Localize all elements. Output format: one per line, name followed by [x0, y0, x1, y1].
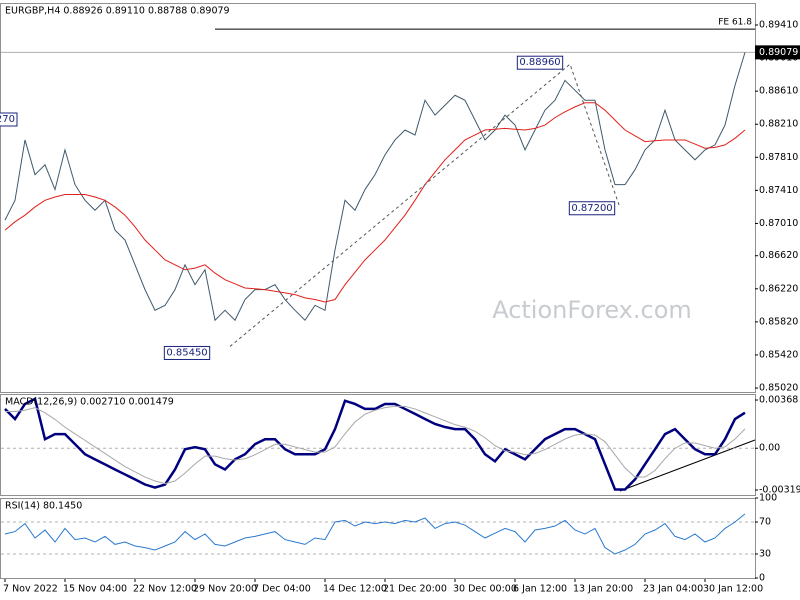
series-line — [5, 405, 746, 485]
series-line — [4, 102, 746, 303]
y-tick-label: 0.87810 — [759, 152, 798, 163]
x-tick-label: 15 Nov 04:00 — [63, 584, 127, 595]
last-price-box — [755, 45, 800, 60]
x-tick-label: 21 Dec 20:00 — [383, 584, 447, 595]
y-tick-label: 0.89410 — [759, 19, 798, 30]
y-tick-label: 0.85820 — [759, 316, 798, 327]
last-price-label: 0.89079 — [759, 47, 798, 58]
x-tick-label: 23 Jan 04:00 — [643, 584, 703, 595]
annotation-box — [0, 112, 18, 127]
y-tick-label: 0.88610 — [759, 86, 798, 97]
y-tick-label: 0.86220 — [759, 283, 798, 294]
annotation-label: 0.87200 — [571, 203, 612, 214]
x-tick-label: 30 Jan 12:00 — [703, 584, 763, 595]
annotation-label: 0.88960 — [519, 57, 560, 68]
x-tick-label: 7 Nov 2022 — [3, 584, 58, 595]
y-tick-label: 100 — [759, 493, 777, 504]
panel-frame — [0, 498, 756, 579]
y-tick-label: 0.00 — [759, 443, 780, 454]
x-tick-label: 14 Dec 12:00 — [323, 584, 387, 595]
x-tick-label: 29 Nov 20:00 — [193, 584, 257, 595]
macd-trend-line — [619, 439, 756, 492]
y-tick-label: 70 — [759, 517, 771, 528]
panel-title: MACD(12,26,9) 0.002710 0.001479 — [5, 397, 174, 408]
series-line — [4, 513, 746, 555]
series-line — [4, 397, 746, 491]
x-tick-label: 7 Dec 04:00 — [253, 584, 311, 595]
x-tick-label: 30 Dec 00:00 — [453, 584, 517, 595]
y-tick-label: 30 — [759, 549, 771, 560]
panel-frame — [0, 3, 756, 393]
y-tick-label: -0.00319 — [759, 485, 800, 496]
panel-title: EURGBP,H4 0.88926 0.89110 0.88788 0.8907… — [5, 6, 230, 17]
y-tick-label: 0.87010 — [759, 218, 798, 229]
annotation-box — [568, 201, 616, 216]
fe-label: FE 61.8 — [718, 18, 752, 28]
watermark: ActionForex.com — [492, 296, 692, 324]
y-tick-label: 0.86620 — [759, 250, 798, 261]
y-tick-label: 0.85420 — [759, 349, 798, 360]
annotation-box — [516, 55, 564, 70]
panel-frame — [0, 394, 756, 496]
annotation-box — [163, 345, 211, 360]
annotation-label: 270 — [0, 114, 15, 125]
y-tick-label: 0.00368 — [759, 395, 798, 406]
annotation-label: 0.85450 — [166, 347, 207, 358]
series-line — [4, 52, 746, 322]
y-tick-label: 0.85020 — [759, 383, 798, 394]
x-tick-label: 6 Jan 12:00 — [513, 584, 567, 595]
x-tick-label: 22 Nov 12:00 — [133, 584, 197, 595]
y-tick-label: 0 — [759, 573, 765, 584]
x-tick-label: 13 Jan 20:00 — [573, 584, 633, 595]
panel-title: RSI(14) 80.1450 — [5, 501, 82, 512]
y-tick-label: 0.88210 — [759, 119, 798, 130]
y-tick-label: 0.87410 — [759, 185, 798, 196]
